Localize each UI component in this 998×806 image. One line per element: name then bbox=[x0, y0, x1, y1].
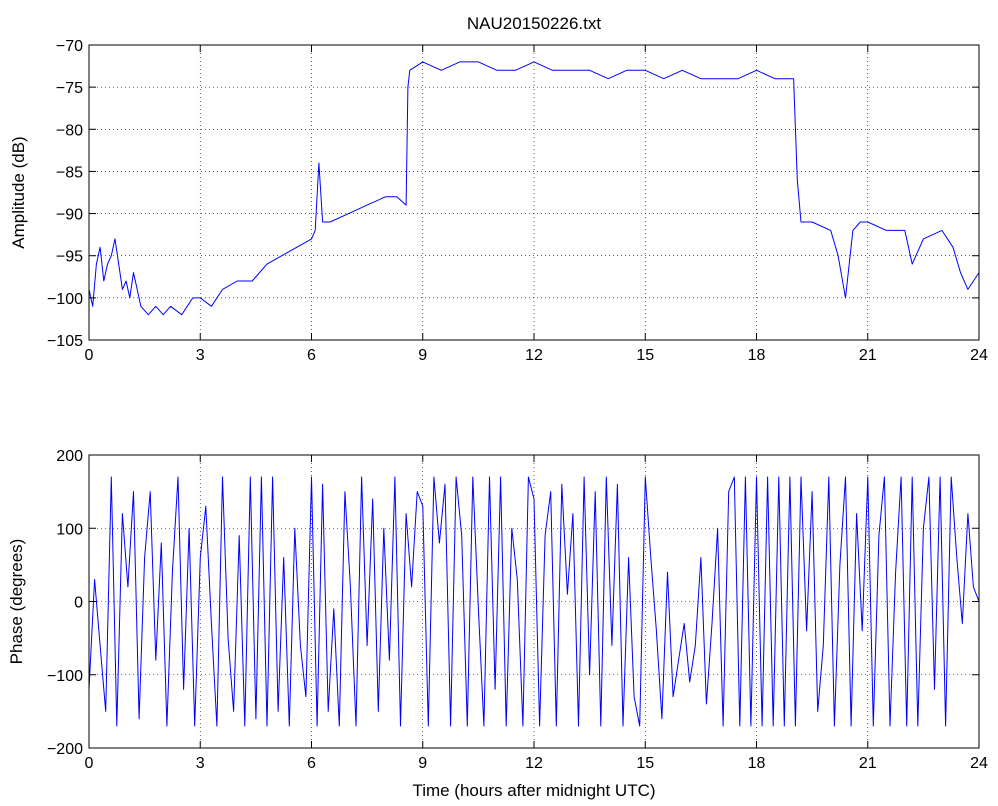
phase-trace bbox=[88, 476, 980, 727]
x-tick-label: 15 bbox=[636, 347, 654, 364]
y-tick-label: 200 bbox=[56, 448, 83, 465]
y-tick-label: −95 bbox=[56, 249, 83, 266]
y-tick-label: −85 bbox=[56, 164, 83, 181]
x-tick-label: 12 bbox=[525, 755, 543, 772]
figure-title: NAU20150226.txt bbox=[467, 14, 601, 33]
y-tick-label: −80 bbox=[56, 122, 83, 139]
y-tick-label: −200 bbox=[47, 741, 83, 758]
y-tick-label: −100 bbox=[47, 668, 83, 685]
x-tick-label: 6 bbox=[307, 755, 316, 772]
x-tick-label: 18 bbox=[748, 347, 766, 364]
y-tick-label: 0 bbox=[74, 595, 83, 612]
x-tick-label: 15 bbox=[636, 755, 654, 772]
amplitude-y-axis-title: Amplitude (dB) bbox=[9, 136, 28, 248]
phase-y-axis-title: Phase (degrees) bbox=[7, 539, 26, 665]
x-tick-label: 6 bbox=[307, 347, 316, 364]
amplitude-plot: 0 3 6 9 12 15 18 21 24 −105 −100 −95 −90 −85 −80 −75 −70… bbox=[9, 38, 988, 364]
x-tick-label: 24 bbox=[970, 755, 988, 772]
amplitude-ticks: 0 3 6 9 12 15 18 21 24 −105 −100 −95 −90 −85 −80 −75 −70 bbox=[47, 38, 988, 364]
y-tick-label: 100 bbox=[56, 521, 83, 538]
amplitude-gridlines bbox=[89, 45, 979, 340]
x-tick-label: 3 bbox=[196, 347, 205, 364]
x-tick-label: 9 bbox=[418, 347, 427, 364]
phase-ticks: 0 3 6 9 12 15 18 21 24 −200 −100 0 100 200 bbox=[47, 448, 988, 772]
x-tick-label: 12 bbox=[525, 347, 543, 364]
y-tick-label: −70 bbox=[56, 38, 83, 55]
y-tick-label: −100 bbox=[47, 291, 83, 308]
amplitude-trace bbox=[88, 61, 980, 316]
phase-x-axis-title: Time (hours after midnight UTC) bbox=[412, 781, 655, 800]
x-tick-label: 21 bbox=[859, 755, 877, 772]
x-tick-label: 18 bbox=[748, 755, 766, 772]
x-tick-label: 3 bbox=[196, 755, 205, 772]
phase-plot: 0 3 6 9 12 15 18 21 24 −200 −100 0 100 200 Phase (deg… bbox=[7, 448, 988, 800]
x-tick-label: 9 bbox=[418, 755, 427, 772]
x-tick-label: 0 bbox=[85, 347, 94, 364]
x-tick-label: 21 bbox=[859, 347, 877, 364]
x-tick-label: 24 bbox=[970, 347, 988, 364]
y-tick-label: −90 bbox=[56, 207, 83, 224]
y-tick-label: −75 bbox=[56, 80, 83, 97]
x-tick-label: 0 bbox=[85, 755, 94, 772]
amplitude-plot-area bbox=[89, 45, 979, 340]
y-tick-label: −105 bbox=[47, 333, 83, 350]
